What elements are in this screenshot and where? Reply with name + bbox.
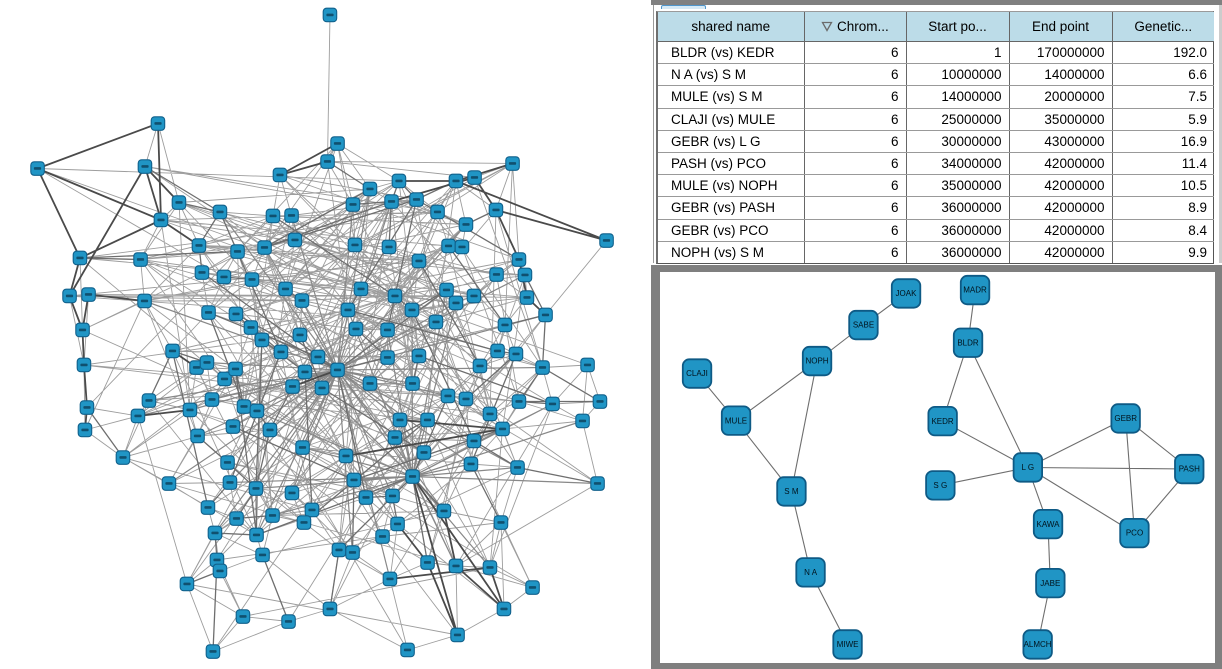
svg-text:JABE: JABE xyxy=(1040,579,1060,588)
svg-text:KAWA: KAWA xyxy=(1037,520,1061,529)
svg-text:MADR: MADR xyxy=(963,286,987,295)
svg-text:CLAJI: CLAJI xyxy=(686,369,708,378)
svg-text:S G: S G xyxy=(933,481,947,490)
svg-text:SABE: SABE xyxy=(853,321,874,330)
svg-text:MULE: MULE xyxy=(725,416,747,425)
svg-text:NOPH: NOPH xyxy=(805,357,828,366)
svg-text:PCO: PCO xyxy=(1126,529,1143,538)
svg-text:S M: S M xyxy=(784,487,799,496)
svg-text:N A: N A xyxy=(804,568,818,577)
svg-text:GEBR: GEBR xyxy=(1114,414,1137,423)
svg-text:MIWE: MIWE xyxy=(837,640,859,649)
svg-text:KEDR: KEDR xyxy=(931,417,953,426)
svg-text:PASH: PASH xyxy=(1179,465,1200,474)
svg-text:JOAK: JOAK xyxy=(896,289,918,298)
svg-text:L G: L G xyxy=(1021,463,1034,472)
svg-text:ALMCH: ALMCH xyxy=(1024,640,1052,649)
svg-text:BLDR: BLDR xyxy=(957,338,979,347)
